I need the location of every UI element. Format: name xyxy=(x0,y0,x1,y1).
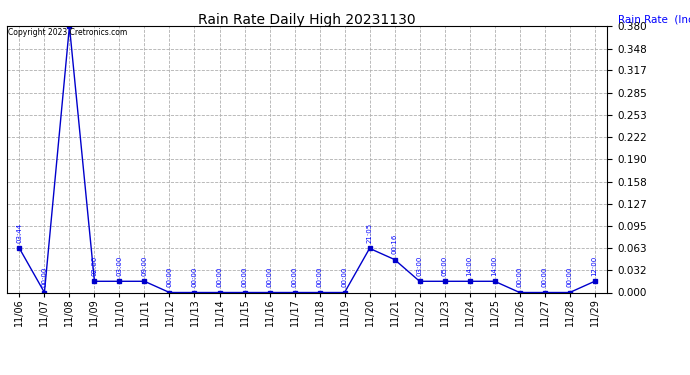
Text: 00:00: 00:00 xyxy=(241,267,248,287)
Text: Rain Rate Daily High 20231130: Rain Rate Daily High 20231130 xyxy=(198,13,416,27)
Text: 12:00: 12:00 xyxy=(592,255,598,276)
Text: 03:44: 03:44 xyxy=(17,223,22,243)
Text: 09:00: 09:00 xyxy=(141,255,148,276)
Text: 00:00: 00:00 xyxy=(166,267,172,287)
Text: 00:00: 00:00 xyxy=(217,267,222,287)
Text: 03:00: 03:00 xyxy=(417,255,422,276)
Text: 00:00: 00:00 xyxy=(317,267,322,287)
Text: Copyright 2023 Cretronics.com: Copyright 2023 Cretronics.com xyxy=(8,28,128,37)
Text: 03:29: 03:29 xyxy=(66,0,72,21)
Text: 00:00: 00:00 xyxy=(542,267,548,287)
Text: 03:00: 03:00 xyxy=(117,255,122,276)
Text: 00:00: 00:00 xyxy=(566,267,573,287)
Text: 00:00: 00:00 xyxy=(517,267,522,287)
Text: 00:00: 00:00 xyxy=(342,267,348,287)
Text: 00:00: 00:00 xyxy=(266,267,273,287)
Text: 00:16: 00:16 xyxy=(392,234,397,254)
Text: 00:00: 00:00 xyxy=(292,267,297,287)
Text: 02:00: 02:00 xyxy=(92,255,97,276)
Text: 21:05: 21:05 xyxy=(366,223,373,243)
Text: 05:00: 05:00 xyxy=(442,255,448,276)
Text: 00:00: 00:00 xyxy=(192,267,197,287)
Text: 14:00: 14:00 xyxy=(466,255,473,276)
Text: 14:00: 14:00 xyxy=(492,255,497,276)
Text: 00:00: 00:00 xyxy=(41,267,48,287)
Text: Rain Rate  (Inches/Hour): Rain Rate (Inches/Hour) xyxy=(618,15,690,25)
